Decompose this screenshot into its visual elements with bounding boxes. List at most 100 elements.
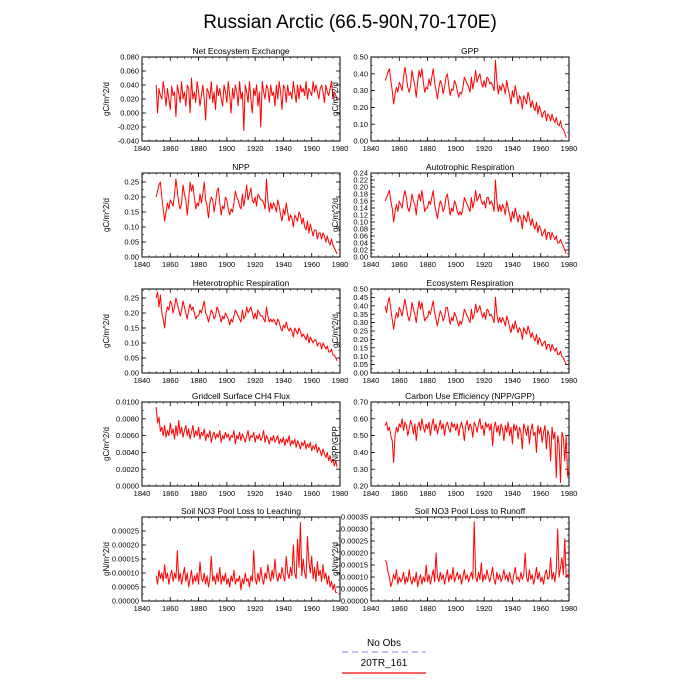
chart1-ytick-label: 0.040: [120, 81, 139, 90]
chart2-ytick-label: 0.30: [353, 86, 368, 95]
chart5-xtick-label: 1960: [303, 376, 320, 385]
chart6-ytick-label: 0.05: [353, 360, 368, 369]
chart1-xtick-label: 1920: [247, 144, 264, 153]
chart4-panel: Autotrophic Respiration 1840 1860 1880 1900 1…: [331, 162, 577, 269]
chart3-xtick-label: 1980: [332, 260, 349, 269]
chart3-xtick-label: 1920: [247, 260, 264, 269]
figure-title: Russian Arctic (66.5-90N,70-170E): [203, 12, 497, 33]
chart4-xtick-label: 1940: [504, 260, 521, 269]
chart8-frame: [370, 401, 570, 487]
chart2-ylabel: gC/m^2/d: [331, 82, 340, 116]
chart5-frame: [141, 288, 341, 374]
chart7-xtick-label: 1920: [247, 489, 264, 498]
chart5-ytick-label: 0.00: [124, 369, 139, 378]
chart7-ylabel: gC/m^2/d: [102, 427, 111, 461]
chart3-xtick-label: 1860: [162, 260, 179, 269]
panels-grid: Net Ecosystem Exchange 1840 1860 1880 1900 19…: [102, 46, 577, 613]
chart7-xtick-label: 1940: [275, 489, 292, 498]
chart1-xtick-label: 1840: [134, 144, 151, 153]
chart9-ytick-label: 0.00000: [112, 597, 139, 606]
chart1-xtick-label: 1880: [190, 144, 207, 153]
chart7-ytick-label: 0.0060: [116, 431, 139, 440]
chart1-ytick-label: 0.080: [120, 53, 139, 62]
chart8-xtick-label: 1880: [419, 489, 436, 498]
chart4-ytick-label: 0.22: [353, 176, 368, 185]
chart4-xtick-label: 1960: [532, 260, 549, 269]
chart8-ytick-label: 0.40: [353, 448, 368, 457]
chart9-ytick-label: 0.00010: [112, 569, 139, 578]
chart9-xtick-label: 1880: [190, 604, 207, 613]
chart6-xtick-label: 1960: [532, 376, 549, 385]
chart10-xtick-label: 1940: [504, 604, 521, 613]
chart10-panel: Soil NO3 Pool Loss to Runoff 1840 1860 1880…: [331, 506, 577, 613]
chart6-ytick-label: 0.15: [353, 343, 368, 352]
chart7-ytick-label: 0.0100: [116, 398, 139, 407]
chart6-xtick-label: 1980: [561, 376, 578, 385]
chart5-ytick-label: 0.15: [124, 324, 139, 333]
chart4-ytick-label: 0.20: [353, 183, 368, 192]
chart2-ytick-label: 0.20: [353, 103, 368, 112]
chart5-panel: Heterotrophic Respiration 1840 1860 1880 190…: [102, 278, 348, 385]
chart1-ytick-label: -0.040: [118, 137, 139, 146]
chart4-ytick-label: 0.06: [353, 232, 368, 241]
chart1-ytick-label: 0.000: [120, 109, 139, 118]
chart10-ytick-label: 0.00010: [341, 573, 368, 582]
chart6-panel: Ecosystem Respiration 1840 1860 1880 1900 192…: [331, 278, 577, 385]
chart2-xtick-label: 1940: [504, 144, 521, 153]
chart10-ytick-label: 0.00020: [341, 549, 368, 558]
chart10-ytick-label: 0.00035: [341, 513, 368, 522]
chart2-series-line-1: [384, 59, 567, 138]
chart9-xtick-label: 1960: [303, 604, 320, 613]
chart8-panel: Carbon Use Efficiency (NPP/GPP) 1840 1860 1…: [331, 391, 577, 498]
chart7-ytick-label: 0.0080: [116, 414, 139, 423]
chart9-xtick-label: 1840: [134, 604, 151, 613]
chart8-title: Carbon Use Efficiency (NPP/GPP): [405, 391, 535, 401]
chart3-ytick-label: 0.25: [124, 178, 139, 187]
chart8-xtick-label: 1900: [448, 489, 465, 498]
chart6-frame: [370, 288, 570, 374]
chart1-xtick-label: 1860: [162, 144, 179, 153]
chart10-title: Soil NO3 Pool Loss to Runoff: [415, 506, 526, 516]
chart5-title: Heterotrophic Respiration: [193, 278, 290, 288]
chart5-xtick-label: 1860: [162, 376, 179, 385]
chart4-ytick-label: 0.18: [353, 190, 368, 199]
chart8-ytick-label: 0.70: [353, 398, 368, 407]
chart6-ytick-label: 0.30: [353, 318, 368, 327]
chart6-xtick-label: 1840: [363, 376, 380, 385]
chart10-xtick-label: 1840: [363, 604, 380, 613]
chart1-panel: Net Ecosystem Exchange 1840 1860 1880 1900 19…: [102, 46, 348, 153]
chart4-xtick-label: 1880: [419, 260, 436, 269]
chart8-ytick-label: 0.20: [353, 482, 368, 491]
chart8-xtick-label: 1840: [363, 489, 380, 498]
chart6-xtick-label: 1860: [391, 376, 408, 385]
chart2-xtick-label: 1900: [448, 144, 465, 153]
chart8-ylabel: NPP/GPP: [331, 426, 340, 462]
chart9-ytick-label: 0.00015: [112, 555, 139, 564]
chart10-ytick-label: 0.00025: [341, 537, 368, 546]
chart2-title: GPP: [461, 46, 479, 56]
chart1-series-line-1: [155, 77, 338, 131]
chart6-xtick-label: 1880: [419, 376, 436, 385]
chart6-ytick-label: 0.50: [353, 285, 368, 294]
chart7-xtick-label: 1900: [219, 489, 236, 498]
chart7-title: Gridcell Surface CH4 Flux: [192, 391, 291, 401]
chart1-ytick-label: 0.020: [120, 95, 139, 104]
chart5-xtick-label: 1940: [275, 376, 292, 385]
chart10-frame: [370, 516, 570, 602]
chart8-ytick-label: 0.30: [353, 465, 368, 474]
chart6-xtick-label: 1920: [476, 376, 493, 385]
chart6-xtick-label: 1900: [448, 376, 465, 385]
chart3-ytick-label: 0.15: [124, 208, 139, 217]
chart1-ytick-label: 0.060: [120, 67, 139, 76]
chart4-ytick-label: 0.10: [353, 218, 368, 227]
chart3-frame: [141, 172, 341, 258]
chart9-panel: Soil NO3 Pool Loss to Leaching 1840 1860 18…: [102, 506, 348, 613]
chart5-series-line-1: [155, 291, 338, 362]
chart4-frame: [370, 172, 570, 258]
chart9-ylabel: gN/m^2/d: [102, 542, 111, 576]
chart5-xtick-label: 1980: [332, 376, 349, 385]
chart10-xtick-label: 1900: [448, 604, 465, 613]
chart4-ytick-label: 0.24: [353, 169, 368, 178]
chart8-xtick-label: 1860: [391, 489, 408, 498]
